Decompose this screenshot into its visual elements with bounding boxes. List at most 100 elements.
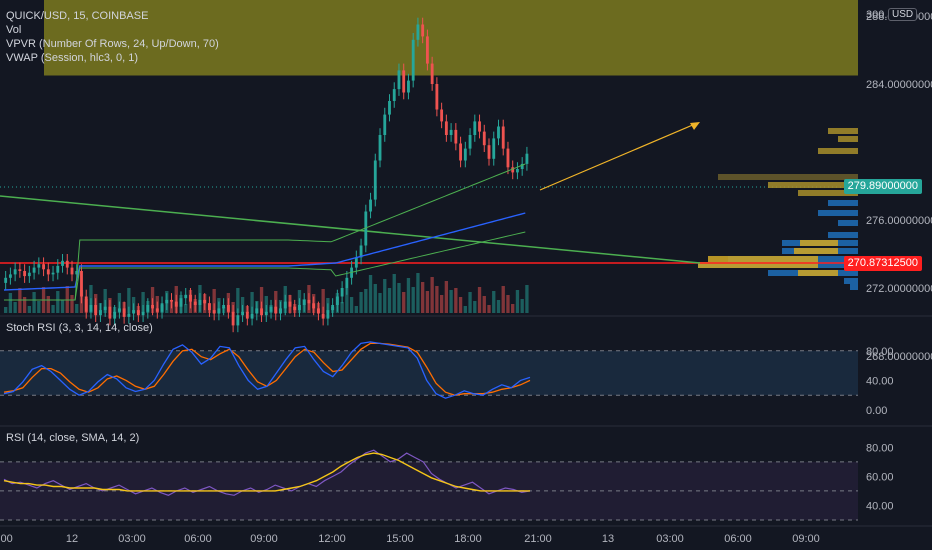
candle-body bbox=[402, 70, 406, 93]
vwap-upper-band bbox=[4, 163, 526, 301]
volume-bar bbox=[184, 304, 188, 313]
volume-bar bbox=[8, 293, 13, 313]
candle-body bbox=[103, 306, 107, 311]
stoch-rsi-legend[interactable]: Stoch RSI (3, 3, 14, 14, close) bbox=[6, 322, 153, 334]
candle-body bbox=[250, 313, 254, 319]
candle-body bbox=[506, 148, 510, 168]
vpvr-bar bbox=[798, 270, 838, 276]
candle-body bbox=[430, 63, 434, 84]
vpvr-bar bbox=[798, 190, 858, 196]
price-axis-label: 272.00000000 bbox=[866, 283, 932, 295]
volume-bar bbox=[236, 288, 240, 313]
vpvr-bar bbox=[794, 248, 838, 254]
volume-bar bbox=[349, 297, 354, 313]
volume-bar bbox=[492, 291, 496, 313]
volume-bar bbox=[487, 305, 491, 313]
volume-bar bbox=[13, 302, 17, 313]
candle-body bbox=[269, 306, 273, 312]
candle-body bbox=[222, 305, 226, 309]
volume-bar bbox=[383, 279, 387, 313]
candle-body bbox=[231, 311, 235, 326]
stoch-axis-label: 40.00 bbox=[866, 375, 894, 387]
candle-body bbox=[113, 311, 117, 319]
time-axis-label: 12 bbox=[66, 533, 78, 545]
currency-button[interactable]: USD bbox=[888, 8, 918, 21]
volume-bar bbox=[340, 302, 344, 313]
candle-body bbox=[331, 305, 335, 311]
price-axis-label: 276.00000000 bbox=[866, 215, 932, 227]
candle-body bbox=[321, 313, 325, 319]
candle-body bbox=[37, 264, 41, 268]
candle-body bbox=[241, 311, 245, 316]
candle-body bbox=[525, 153, 529, 164]
vpvr-bar bbox=[708, 256, 818, 262]
horizontal-line-price-label: 270.87312500 bbox=[843, 256, 922, 271]
volume-bar bbox=[501, 286, 505, 313]
candle-body bbox=[174, 301, 178, 307]
time-axis-label: 18:00 bbox=[454, 533, 482, 545]
candle-body bbox=[117, 308, 121, 312]
volume-bar bbox=[373, 284, 377, 313]
candle-body bbox=[482, 131, 486, 146]
candle-body bbox=[440, 109, 444, 122]
volume-bar bbox=[411, 287, 415, 313]
volume-bar bbox=[364, 289, 368, 313]
candle-body bbox=[89, 305, 93, 312]
time-axis-label: 15:00 bbox=[386, 533, 414, 545]
volume-bar bbox=[56, 291, 60, 313]
candle-body bbox=[354, 257, 358, 268]
volume-bar bbox=[439, 295, 444, 313]
candle-body bbox=[307, 299, 311, 304]
volume-bar bbox=[449, 290, 453, 313]
volume-bar bbox=[259, 287, 264, 313]
projection-arrow bbox=[539, 123, 696, 191]
candle-body bbox=[411, 39, 415, 81]
volume-bar bbox=[444, 281, 449, 313]
candle-body bbox=[42, 264, 45, 270]
candle-body bbox=[141, 311, 145, 316]
candle-body bbox=[421, 24, 425, 37]
candle-body bbox=[497, 126, 500, 139]
projection-arrow-head bbox=[690, 122, 700, 130]
candle-body bbox=[501, 126, 505, 149]
volume-bar bbox=[402, 292, 406, 313]
volume-bar bbox=[32, 292, 36, 313]
candle-body bbox=[359, 245, 363, 258]
vol-legend[interactable]: Vol bbox=[6, 24, 22, 36]
candle-body bbox=[312, 303, 316, 309]
volume-bar bbox=[250, 292, 254, 313]
volume-bar bbox=[468, 292, 472, 313]
candle-body bbox=[255, 308, 259, 314]
volume-bar bbox=[454, 288, 458, 313]
volume-bar bbox=[430, 277, 434, 313]
candle-body bbox=[18, 269, 22, 271]
candle-body bbox=[468, 135, 472, 149]
volume-bar bbox=[520, 299, 524, 313]
candle-body bbox=[492, 138, 496, 159]
vpvr-legend[interactable]: VPVR (Number Of Rows, 24, Up/Down, 70) bbox=[6, 38, 219, 50]
volume-bar bbox=[51, 305, 55, 313]
volume-bar bbox=[60, 300, 65, 313]
volume-bar bbox=[321, 289, 325, 313]
rsi-legend[interactable]: RSI (14, close, SMA, 14, 2) bbox=[6, 432, 140, 444]
candle-body bbox=[283, 301, 287, 309]
time-axis-label: 06:00 bbox=[724, 533, 752, 545]
last-price-label: 279.89000000 bbox=[843, 179, 922, 194]
volume-bar bbox=[212, 289, 216, 313]
candle-body bbox=[56, 265, 60, 273]
price-zone-box bbox=[44, 0, 858, 76]
candle-body bbox=[293, 306, 297, 311]
volume-bar bbox=[368, 275, 373, 313]
candle-body bbox=[70, 267, 74, 275]
rsi-axis-label: 40.00 bbox=[866, 500, 894, 512]
candle-body bbox=[487, 145, 491, 159]
time-axis-label: 09:00 bbox=[250, 533, 278, 545]
vwap-legend[interactable]: VWAP (Session, hlc3, 0, 1) bbox=[6, 52, 139, 64]
time-axis-label: 12:00 bbox=[318, 533, 346, 545]
candle-body bbox=[165, 299, 169, 304]
candle-body bbox=[189, 294, 192, 302]
candle-body bbox=[80, 271, 83, 297]
candle-body bbox=[146, 305, 150, 312]
volume-bar bbox=[378, 293, 382, 313]
